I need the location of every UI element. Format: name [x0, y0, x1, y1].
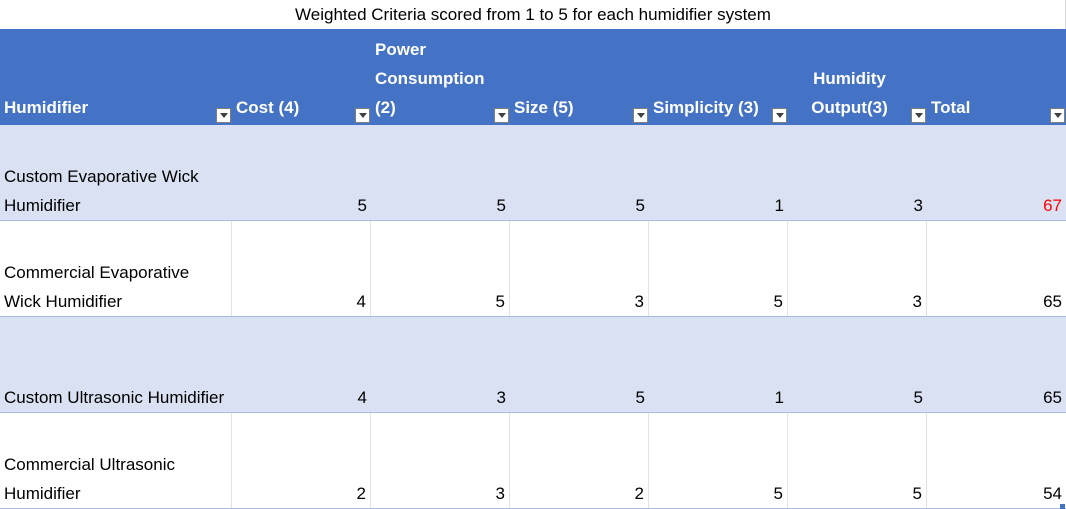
cell-value: 65	[1043, 292, 1062, 311]
cell-value: 65	[1043, 388, 1062, 407]
header-total: Total	[927, 29, 1066, 125]
power-cell[interactable]: 5	[371, 221, 510, 316]
cell-text: Commercial Ultrasonic Humidifier	[4, 455, 175, 503]
simplicity-cell[interactable]: 5	[649, 413, 788, 508]
cost-cell[interactable]: 4	[232, 221, 371, 316]
cost-cell[interactable]: 5	[232, 125, 371, 220]
cost-cell[interactable]: 2	[232, 413, 371, 508]
cell-text: Custom Evaporative Wick Humidifier	[4, 167, 199, 215]
total-cell[interactable]: 65	[927, 317, 1066, 412]
table-row: Commercial Evaporative Wick Humidifier 4…	[0, 221, 1066, 317]
filter-dropdown-icon[interactable]	[216, 108, 231, 123]
cell-value: 5	[913, 388, 923, 407]
power-cell[interactable]: 3	[371, 413, 510, 508]
cell-value: 5	[357, 196, 367, 215]
humidity-cell[interactable]: 5	[788, 413, 927, 508]
humidifier-name-cell[interactable]: Commercial Evaporative Wick Humidifier	[0, 221, 232, 316]
size-cell[interactable]: 5	[510, 125, 649, 220]
size-cell[interactable]: 5	[510, 317, 649, 412]
cell-value: 5	[773, 292, 783, 311]
table-row: Custom Ultrasonic Humidifier 4 3 5 1 5 6…	[0, 317, 1066, 413]
filter-dropdown-icon[interactable]	[355, 108, 370, 123]
humidifier-name-cell[interactable]: Commercial Ultrasonic Humidifier	[0, 413, 232, 508]
filter-dropdown-icon[interactable]	[494, 108, 509, 123]
cell-value: 1	[774, 388, 784, 407]
cell-value: 2	[634, 484, 644, 503]
humidity-cell[interactable]: 3	[788, 221, 927, 316]
cell-value: 3	[912, 292, 922, 311]
filter-dropdown-icon[interactable]	[911, 108, 926, 123]
size-cell[interactable]: 3	[510, 221, 649, 316]
cost-cell[interactable]: 4	[232, 317, 371, 412]
cell-value: 4	[356, 292, 366, 311]
power-cell[interactable]: 3	[371, 317, 510, 412]
header-label: Size (5)	[514, 98, 574, 117]
table-title: Weighted Criteria scored from 1 to 5 for…	[295, 4, 771, 24]
cell-text: Commercial Evaporative Wick Humidifier	[4, 263, 190, 311]
cell-value-highlighted: 67	[1043, 196, 1062, 215]
humidity-cell[interactable]: 3	[788, 125, 927, 220]
cell-value: 54	[1043, 484, 1062, 503]
simplicity-cell[interactable]: 1	[649, 125, 788, 220]
header-humidifier: Humidifier	[0, 29, 232, 125]
header-label: Power Consumption (2)	[375, 40, 485, 117]
total-cell[interactable]: 65	[927, 221, 1066, 316]
humidifier-name-cell[interactable]: Custom Ultrasonic Humidifier	[0, 317, 232, 412]
simplicity-cell[interactable]: 1	[649, 317, 788, 412]
header-label: Humidifier	[4, 98, 89, 117]
cell-value: 3	[495, 484, 505, 503]
header-humidity-output: Humidity Output(3)	[788, 29, 927, 125]
header-label: Total	[931, 98, 971, 117]
header-simplicity: Simplicity (3)	[649, 29, 788, 125]
header-label: Humidity Output(3)	[811, 69, 888, 117]
humidifier-name-cell[interactable]: Custom Evaporative Wick Humidifier	[0, 125, 232, 220]
size-cell[interactable]: 2	[510, 413, 649, 508]
humidity-cell[interactable]: 5	[788, 317, 927, 412]
table-row: Custom Evaporative Wick Humidifier 5 5 5…	[0, 125, 1066, 221]
cell-value: 2	[356, 484, 366, 503]
total-cell[interactable]: 67	[927, 125, 1066, 220]
header-label: Simplicity (3)	[653, 98, 759, 117]
cell-value: 5	[495, 292, 505, 311]
header-label: Cost (4)	[236, 98, 300, 117]
cell-value: 5	[773, 484, 783, 503]
cell-value: 4	[357, 388, 367, 407]
header-power-consumption: Power Consumption (2)	[371, 29, 510, 125]
cell-value: 1	[774, 196, 784, 215]
filter-dropdown-icon[interactable]	[1050, 108, 1065, 123]
cell-text: Custom Ultrasonic Humidifier	[4, 388, 225, 407]
table-resize-handle[interactable]	[1060, 504, 1065, 509]
cell-value: 3	[634, 292, 644, 311]
simplicity-cell[interactable]: 5	[649, 221, 788, 316]
filter-dropdown-icon[interactable]	[633, 108, 648, 123]
cell-value: 5	[635, 388, 645, 407]
cell-value: 5	[496, 196, 506, 215]
cell-value: 5	[912, 484, 922, 503]
power-cell[interactable]: 5	[371, 125, 510, 220]
filter-dropdown-icon[interactable]	[772, 108, 787, 123]
cell-value: 5	[635, 196, 645, 215]
header-cost: Cost (4)	[232, 29, 371, 125]
header-row: Humidifier Cost (4) Power Consumption (2…	[0, 29, 1066, 125]
header-size: Size (5)	[510, 29, 649, 125]
total-cell[interactable]: 54	[927, 413, 1066, 508]
cell-value: 3	[496, 388, 506, 407]
table-row: Commercial Ultrasonic Humidifier 2 3 2 5…	[0, 413, 1066, 509]
cell-value: 3	[913, 196, 923, 215]
